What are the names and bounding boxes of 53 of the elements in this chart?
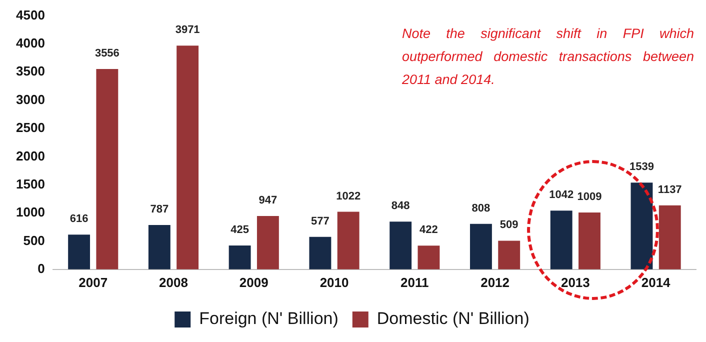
data-label: 808 [472,202,490,214]
annotation: Note the significant shift in FPI which outperformed domestic transactions between 2011 and 2014. [402,25,694,89]
bar [390,222,412,270]
data-label: 3971 [175,24,200,36]
x-tick-label: 2009 [239,274,268,290]
data-label: 425 [230,224,249,236]
bar [658,205,681,270]
y-tick-label: 2000 [16,148,45,164]
x-tick-label: 2010 [320,274,349,290]
data-label: 1009 [577,191,602,204]
data-label: 577 [311,215,330,228]
y-tick-label: 3000 [16,92,45,107]
legend-label: Foreign (N' Billion) [199,309,338,328]
bar [470,224,492,270]
bar [228,245,251,270]
data-label: 509 [500,219,518,232]
bar [148,225,170,270]
data-label: 422 [420,224,438,236]
y-tick-label: 1000 [16,204,45,220]
data-label: 787 [150,204,169,216]
data-label: 1137 [658,184,682,196]
bar [550,210,572,270]
bar [176,46,199,270]
x-tick-label: 2008 [159,274,188,290]
y-tick-label: 1500 [16,176,45,192]
y-tick-label: 3500 [16,64,45,79]
x-tick-label: 2007 [78,274,108,290]
x-tick-label: 2011 [400,274,429,290]
bar [498,240,520,270]
data-label: 1539 [630,161,654,174]
bar [337,212,360,270]
bar [68,234,90,270]
bar [578,212,600,270]
data-label: 947 [258,194,278,207]
data-label: 1022 [336,190,361,202]
data-label: 3556 [94,48,120,60]
y-tick-label: 0 [38,260,45,276]
y-tick-label: 500 [23,232,45,248]
legend-label: Domestic (N' Billion) [376,309,530,328]
data-label: 616 [70,213,88,226]
bar [309,236,332,270]
bar [96,69,118,270]
x-tick-label: 2012 [480,274,510,290]
x-tick-label: 2014 [641,274,672,290]
data-label: 1042 [549,189,574,202]
data-label: 848 [391,200,410,212]
y-tick-label: 2500 [16,120,45,136]
y-tick-label: 4000 [16,36,45,51]
bar [256,216,279,270]
x-tick-label: 2013 [560,274,590,290]
bar [630,182,653,270]
y-tick-label: 4500 [16,7,45,22]
bar [418,246,440,270]
